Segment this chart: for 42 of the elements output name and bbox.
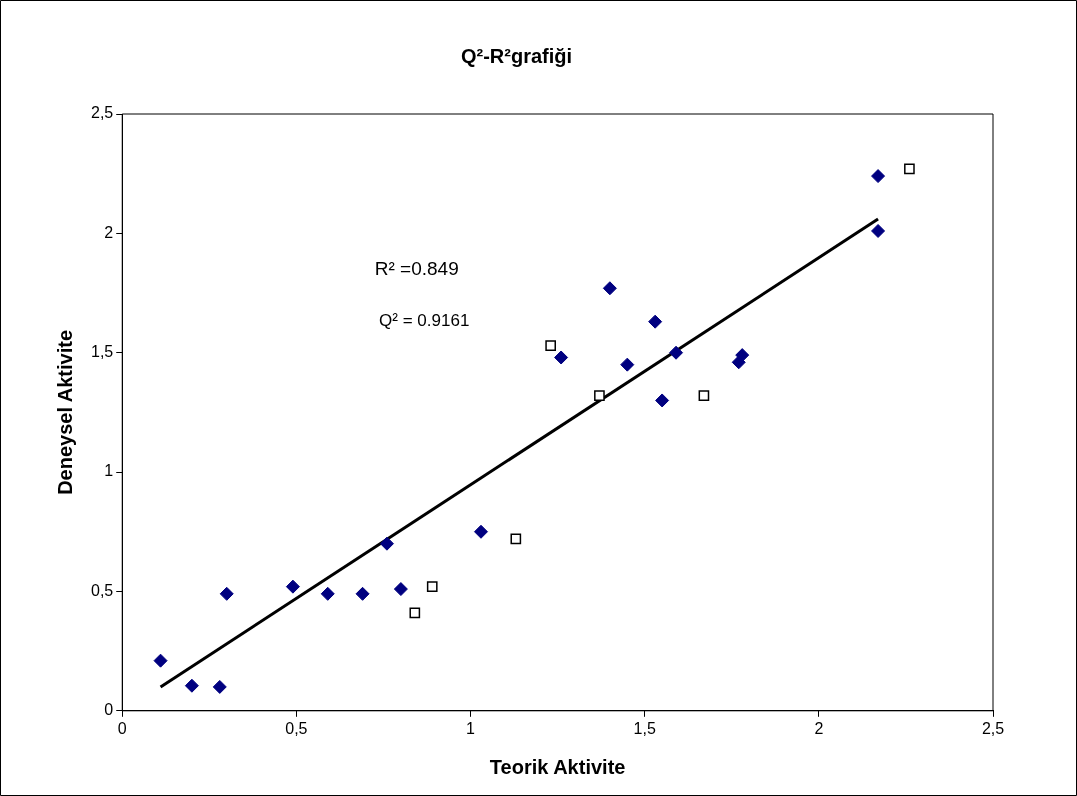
point [871,223,886,238]
point [320,586,335,601]
point [545,340,556,351]
x-tick-label: 1,5 [633,719,656,737]
point [473,524,488,539]
x-tick-label: 2,5 [981,719,1005,737]
point [554,350,569,365]
chart-title: Q²-R²grafiği [460,44,573,67]
point [409,607,421,619]
point [602,281,617,296]
point [212,679,227,694]
point [669,345,684,360]
point [648,314,663,329]
point [594,390,605,402]
y-tick-label: 0,5 [90,581,114,599]
point [871,169,886,184]
point [655,393,670,408]
x-tick-label: 0,5 [285,719,308,737]
x-tick-label: 1 [466,719,476,737]
y-tick-label: 1,5 [90,343,114,361]
x-tick-label: 2 [814,719,824,737]
point [379,536,394,551]
y-tick-label: 2 [104,223,114,241]
point [153,653,168,668]
point [510,533,522,545]
x-tick-label: 0 [117,719,127,737]
annotation: R² =0.849 [374,258,459,280]
point [904,163,915,175]
point [426,581,438,593]
y-tick-label: 0 [104,701,114,719]
point [219,586,234,601]
point [698,390,710,402]
point [355,586,370,601]
point [620,357,635,372]
y-axis-title: Deneysel Aktivite [53,329,76,495]
y-tick-label: 1 [104,462,114,480]
point [393,582,408,597]
annotation: Q² = 0.9161 [379,310,470,330]
point [184,678,199,693]
y-tick-label: 2,5 [90,104,114,122]
point [285,579,300,594]
x-axis-title: Teorik Aktivite [489,755,626,778]
